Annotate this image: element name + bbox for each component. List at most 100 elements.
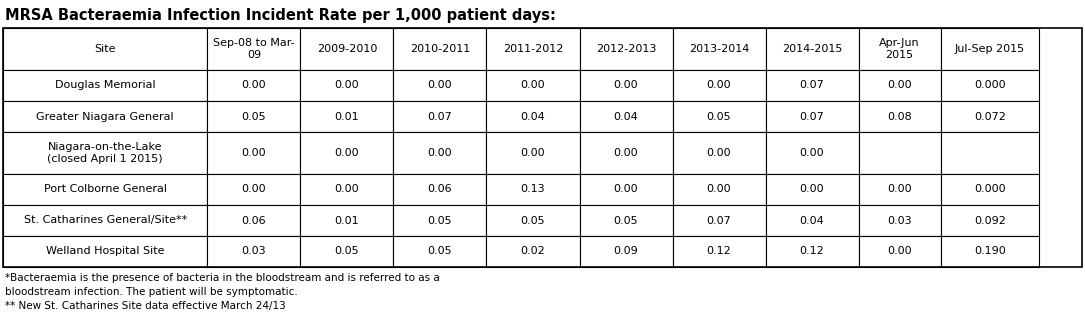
Bar <box>579 132 673 174</box>
Text: 0.05: 0.05 <box>521 216 546 226</box>
Bar <box>486 236 579 267</box>
Bar <box>301 70 394 101</box>
Bar <box>941 174 1039 205</box>
Bar <box>858 70 941 101</box>
Bar <box>766 174 858 205</box>
Text: 0.03: 0.03 <box>888 216 911 226</box>
Text: 0.00: 0.00 <box>888 247 911 256</box>
Text: 0.05: 0.05 <box>706 112 731 122</box>
Text: 0.01: 0.01 <box>334 216 359 226</box>
Text: 0.06: 0.06 <box>242 216 266 226</box>
Bar <box>207 205 301 236</box>
Text: 0.03: 0.03 <box>242 247 266 256</box>
Bar <box>579 70 673 101</box>
Text: 0.00: 0.00 <box>427 80 452 91</box>
Text: Niagara-on-the-Lake
(closed April 1 2015): Niagara-on-the-Lake (closed April 1 2015… <box>48 142 163 164</box>
Bar <box>766 28 858 70</box>
Text: 2009-2010: 2009-2010 <box>317 44 378 54</box>
Text: 0.00: 0.00 <box>706 184 731 195</box>
Text: 0.092: 0.092 <box>974 216 1006 226</box>
Bar <box>3 174 207 205</box>
Text: 0.00: 0.00 <box>521 148 546 158</box>
Text: 0.00: 0.00 <box>334 184 359 195</box>
Text: 0.00: 0.00 <box>242 80 266 91</box>
Text: 2010-2011: 2010-2011 <box>410 44 470 54</box>
Text: Sep-08 to Mar-
09: Sep-08 to Mar- 09 <box>213 38 295 60</box>
Bar <box>941 132 1039 174</box>
Text: 0.00: 0.00 <box>888 80 911 91</box>
Bar <box>673 101 766 132</box>
Text: 0.00: 0.00 <box>614 148 638 158</box>
Bar <box>673 70 766 101</box>
Text: 0.02: 0.02 <box>521 247 546 256</box>
Bar <box>486 205 579 236</box>
Bar <box>486 132 579 174</box>
Bar <box>394 132 486 174</box>
Bar <box>766 70 858 101</box>
Bar <box>673 28 766 70</box>
Bar <box>673 205 766 236</box>
Bar <box>579 101 673 132</box>
Bar <box>766 101 858 132</box>
Text: 0.000: 0.000 <box>974 184 1006 195</box>
Text: 0.00: 0.00 <box>334 148 359 158</box>
Bar <box>301 132 394 174</box>
Text: 0.07: 0.07 <box>427 112 452 122</box>
Bar <box>3 132 207 174</box>
Bar <box>3 28 207 70</box>
Bar <box>486 101 579 132</box>
Text: 0.00: 0.00 <box>706 148 731 158</box>
Bar <box>301 28 394 70</box>
Text: bloodstream infection. The patient will be symptomatic.: bloodstream infection. The patient will … <box>5 287 297 297</box>
Text: 0.04: 0.04 <box>521 112 546 122</box>
Bar <box>207 174 301 205</box>
Text: 0.12: 0.12 <box>706 247 731 256</box>
Bar <box>3 101 207 132</box>
Bar <box>673 132 766 174</box>
Text: 2013-2014: 2013-2014 <box>689 44 750 54</box>
Bar <box>3 236 207 267</box>
Bar <box>941 205 1039 236</box>
Bar <box>207 236 301 267</box>
Text: Welland Hospital Site: Welland Hospital Site <box>46 247 165 256</box>
Text: 0.04: 0.04 <box>614 112 638 122</box>
Bar <box>766 205 858 236</box>
Bar <box>394 174 486 205</box>
Text: 0.08: 0.08 <box>888 112 911 122</box>
Text: 0.00: 0.00 <box>614 80 638 91</box>
Text: 0.00: 0.00 <box>334 80 359 91</box>
Text: Douglas Memorial: Douglas Memorial <box>55 80 155 91</box>
Bar <box>394 101 486 132</box>
Text: 2012-2013: 2012-2013 <box>596 44 656 54</box>
Bar <box>207 101 301 132</box>
Text: 0.05: 0.05 <box>242 112 266 122</box>
Text: 0.00: 0.00 <box>614 184 638 195</box>
Bar <box>301 205 394 236</box>
Bar <box>3 28 1082 267</box>
Text: ** New St. Catharines Site data effective March 24/13: ** New St. Catharines Site data effectiv… <box>5 301 285 311</box>
Bar <box>858 174 941 205</box>
Bar <box>579 205 673 236</box>
Text: 0.00: 0.00 <box>888 184 911 195</box>
Text: 0.000: 0.000 <box>974 80 1006 91</box>
Text: Site: Site <box>94 44 116 54</box>
Bar <box>858 132 941 174</box>
Bar <box>941 70 1039 101</box>
Bar <box>301 174 394 205</box>
Bar <box>858 205 941 236</box>
Text: 0.06: 0.06 <box>427 184 452 195</box>
Text: 0.12: 0.12 <box>800 247 825 256</box>
Text: 0.00: 0.00 <box>427 148 452 158</box>
Text: 0.00: 0.00 <box>521 80 546 91</box>
Text: 0.05: 0.05 <box>614 216 638 226</box>
Bar <box>486 174 579 205</box>
Text: *Bacteraemia is the presence of bacteria in the bloodstream and is referred to a: *Bacteraemia is the presence of bacteria… <box>5 273 439 283</box>
Bar <box>394 236 486 267</box>
Bar <box>3 70 207 101</box>
Text: St. Catharines General/Site**: St. Catharines General/Site** <box>24 216 187 226</box>
Text: 0.00: 0.00 <box>242 148 266 158</box>
Bar <box>766 132 858 174</box>
Bar <box>394 28 486 70</box>
Bar <box>301 101 394 132</box>
Text: 0.05: 0.05 <box>427 216 452 226</box>
